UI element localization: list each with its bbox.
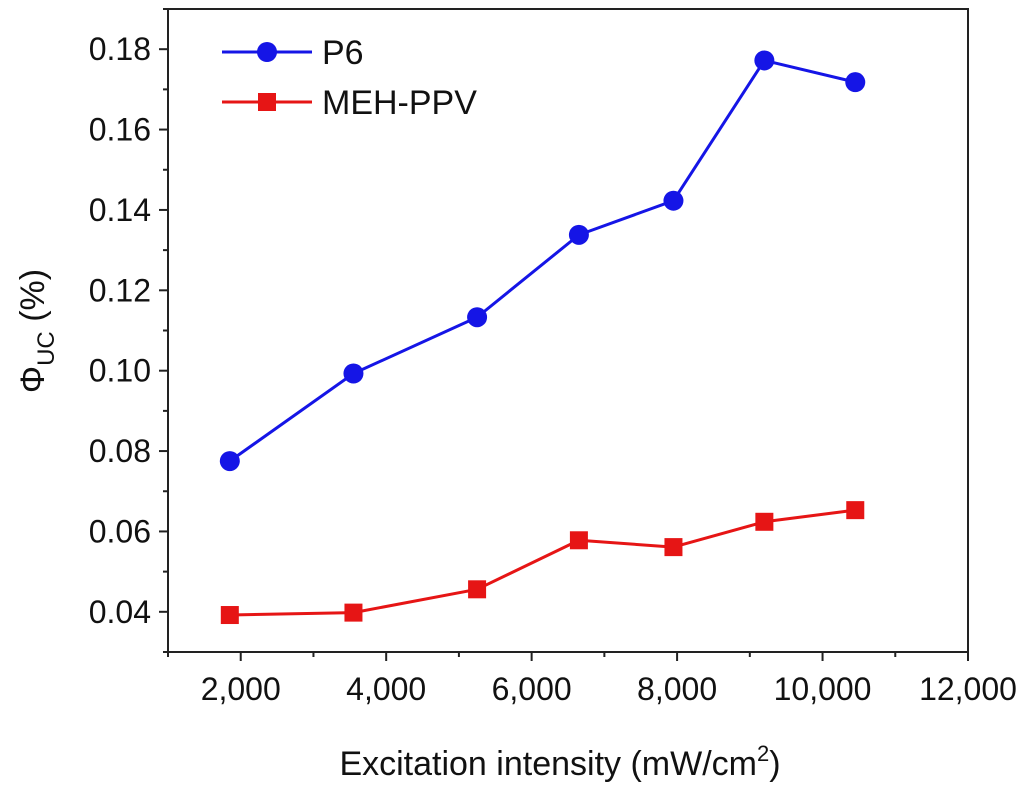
x-tick-label: 12,000 [919, 671, 1017, 707]
x-axis-title: Excitation intensity (mW/cm2) [339, 741, 780, 783]
data-point-p6 [568, 224, 589, 245]
y-axis-title: ΦUC (%) [14, 269, 60, 393]
data-point-p6 [467, 307, 488, 328]
y-tick-label: 0.14 [89, 192, 151, 228]
x-axis-ticks: 2,000 4,000 6,000 8,000 10,000 12,000 [167, 652, 1017, 707]
y-tick-label: 0.18 [89, 31, 151, 67]
series-layer [219, 50, 866, 625]
legend-marker-meh-ppv [258, 93, 276, 111]
data-point-meh-ppv [664, 538, 683, 557]
x-axis-title-superscript: 2 [757, 741, 769, 766]
data-point-meh-ppv [846, 501, 865, 520]
y-tick-label: 0.08 [89, 433, 151, 469]
data-point-p6 [663, 190, 684, 211]
y-axis-ticks: 0.04 0.06 0.08 0.10 0.12 0.14 0.16 0.18 [89, 8, 168, 653]
plot-area-frame [167, 8, 969, 653]
data-point-meh-ppv [344, 603, 363, 622]
y-tick-label: 0.10 [89, 353, 151, 389]
y-axis-title-subscript: UC [33, 331, 60, 366]
data-point-meh-ppv [468, 580, 487, 599]
y-tick-label: 0.16 [89, 112, 151, 148]
x-tick-label: 8,000 [637, 671, 717, 707]
legend: P6 MEH-PPV [222, 34, 477, 122]
x-tick-label: 6,000 [492, 671, 572, 707]
legend-label-meh-ppv: MEH-PPV [322, 84, 477, 122]
x-tick-label: 10,000 [774, 671, 872, 707]
data-point-meh-ppv [569, 531, 588, 550]
x-tick-label: 2,000 [201, 671, 281, 707]
y-tick-label: 0.12 [89, 272, 151, 308]
legend-marker-p6 [257, 42, 277, 62]
data-point-p6 [343, 363, 364, 384]
data-point-meh-ppv [220, 606, 239, 625]
x-tick-label: 4,000 [346, 671, 426, 707]
y-tick-label: 0.04 [89, 594, 151, 630]
data-point-p6 [845, 72, 866, 93]
data-point-meh-ppv [755, 512, 774, 531]
legend-label-p6: P6 [322, 34, 364, 72]
y-tick-label: 0.06 [89, 513, 151, 549]
data-point-p6 [219, 451, 240, 472]
data-point-p6 [754, 50, 775, 71]
